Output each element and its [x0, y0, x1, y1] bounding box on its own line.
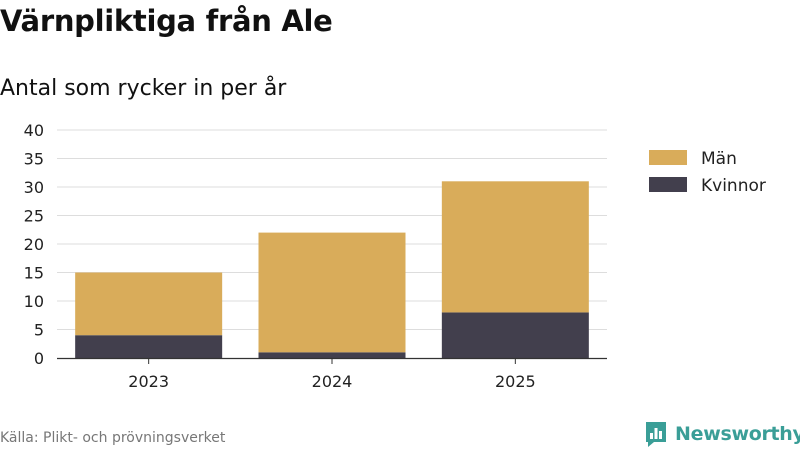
legend-swatch-män	[649, 150, 687, 165]
chart-subtitle: Antal som rycker in per år	[0, 76, 287, 101]
y-tick-label: 0	[34, 349, 44, 368]
y-tick-label: 35	[24, 150, 44, 169]
y-tick-label: 40	[24, 121, 44, 140]
bars	[75, 181, 589, 358]
legend-label-män: Män	[701, 149, 737, 169]
y-tick-label: 5	[34, 321, 44, 340]
y-tick-label: 25	[24, 207, 44, 226]
bar-kvinnor-2024	[258, 352, 406, 358]
y-tick-label: 15	[24, 264, 44, 283]
brand-logo: Newsworthy	[644, 420, 800, 448]
legend: Män Kvinnor	[649, 149, 766, 196]
bar-kvinnor-2023	[75, 335, 223, 358]
bar-män-2025	[441, 181, 589, 313]
brand-name: Newsworthy	[675, 423, 800, 445]
x-tick-label: 2024	[312, 372, 353, 391]
legend-label-kvinnor: Kvinnor	[701, 176, 766, 196]
chart-title: Värnpliktiga från Ale	[0, 4, 333, 38]
x-tick-label: 2023	[128, 372, 169, 391]
y-tick-label: 10	[24, 292, 44, 311]
x-tick-label: 2025	[495, 372, 536, 391]
bar-män-2024	[258, 232, 406, 353]
bar-chart-speech-bubble-icon	[646, 422, 666, 447]
bar-män-2023	[75, 272, 223, 336]
y-tick-label: 30	[24, 178, 44, 197]
y-tick-label: 20	[24, 235, 44, 254]
source-note: Källa: Plikt- och prövningsverket	[0, 430, 226, 446]
legend-swatch-kvinnor	[649, 177, 687, 192]
bar-kvinnor-2025	[441, 312, 589, 358]
